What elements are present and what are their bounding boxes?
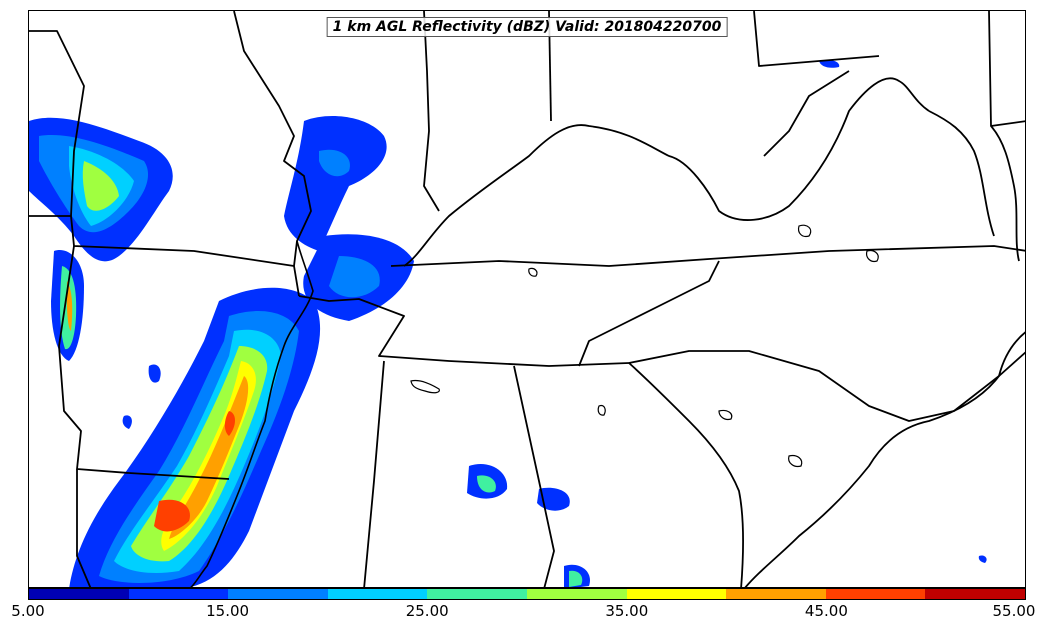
map-title: 1 km AGL Reflectivity (dBZ) Valid: 20180… — [326, 17, 728, 37]
colorbar-segment — [327, 589, 428, 599]
mississippi-river — [190, 240, 314, 587]
colorbar-tick-label: 25.00 — [405, 602, 449, 620]
colorbar — [28, 588, 1026, 600]
colorbar-tick-label: 15.00 — [206, 602, 250, 620]
colorbar-segment — [925, 589, 1025, 599]
lakes — [410, 224, 879, 468]
reflectivity-field — [29, 59, 987, 587]
colorbar-tick-label: 35.00 — [605, 602, 649, 620]
colorbar-segment — [29, 589, 129, 599]
colorbar-segment — [128, 589, 229, 599]
state-boundaries — [29, 11, 1025, 587]
colorbar-segment — [228, 589, 328, 599]
colorbar-segment — [526, 589, 627, 599]
colorbar-tick-label: 45.00 — [804, 602, 848, 620]
colorbar-segment — [825, 589, 926, 599]
colorbar-segment — [427, 589, 527, 599]
colorbar-tick-label: 55.00 — [992, 602, 1036, 620]
reflectivity-map — [29, 11, 1025, 587]
colorbar-tick-label: 5.00 — [11, 602, 45, 620]
colorbar-segment — [626, 589, 727, 599]
colorbar-segment — [726, 589, 826, 599]
map-panel: 1 km AGL Reflectivity (dBZ) Valid: 20180… — [28, 10, 1026, 588]
